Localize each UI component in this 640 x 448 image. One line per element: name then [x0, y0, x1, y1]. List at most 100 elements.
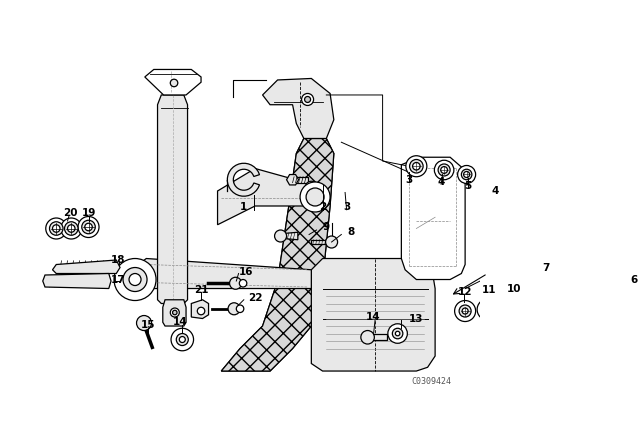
- Text: 20: 20: [63, 208, 78, 219]
- Polygon shape: [227, 164, 259, 196]
- Text: 14: 14: [173, 317, 188, 327]
- Circle shape: [176, 333, 188, 345]
- Circle shape: [435, 160, 454, 180]
- Circle shape: [507, 304, 513, 310]
- Circle shape: [388, 324, 407, 343]
- Circle shape: [123, 267, 147, 292]
- Polygon shape: [157, 95, 188, 304]
- Text: 4: 4: [492, 186, 499, 196]
- Text: 4: 4: [437, 177, 445, 187]
- Circle shape: [61, 218, 82, 239]
- Text: 3: 3: [343, 202, 350, 212]
- Polygon shape: [311, 258, 435, 371]
- Circle shape: [129, 274, 141, 285]
- Text: 21: 21: [194, 285, 208, 295]
- Polygon shape: [218, 168, 323, 225]
- Polygon shape: [370, 334, 387, 340]
- Text: 15: 15: [141, 319, 155, 330]
- Text: 22: 22: [248, 293, 262, 302]
- Circle shape: [463, 172, 470, 177]
- Text: 3: 3: [405, 175, 413, 185]
- Circle shape: [326, 236, 337, 248]
- Circle shape: [438, 164, 450, 176]
- Circle shape: [504, 301, 516, 313]
- Text: 14: 14: [366, 312, 381, 322]
- Polygon shape: [262, 78, 334, 138]
- Circle shape: [179, 336, 186, 343]
- Circle shape: [458, 165, 476, 184]
- Circle shape: [171, 328, 193, 351]
- Text: 2: 2: [319, 202, 326, 212]
- Polygon shape: [221, 138, 334, 371]
- Circle shape: [500, 297, 520, 318]
- Circle shape: [300, 182, 330, 212]
- Circle shape: [275, 230, 287, 242]
- Text: 13: 13: [409, 314, 424, 323]
- Circle shape: [136, 315, 152, 331]
- Circle shape: [236, 305, 244, 313]
- Text: 9: 9: [322, 222, 329, 232]
- Polygon shape: [191, 300, 209, 319]
- Circle shape: [239, 280, 247, 287]
- Circle shape: [462, 308, 468, 314]
- Circle shape: [173, 310, 177, 315]
- Circle shape: [406, 156, 427, 177]
- Circle shape: [78, 216, 99, 237]
- Text: 8: 8: [348, 227, 355, 237]
- Circle shape: [170, 79, 178, 87]
- Circle shape: [305, 96, 310, 103]
- Text: 17: 17: [111, 275, 126, 284]
- Polygon shape: [145, 69, 201, 95]
- Circle shape: [228, 303, 240, 315]
- Polygon shape: [221, 138, 334, 371]
- Text: 19: 19: [81, 208, 96, 219]
- Polygon shape: [116, 258, 311, 289]
- Circle shape: [477, 299, 498, 320]
- Polygon shape: [52, 260, 120, 274]
- Circle shape: [482, 304, 493, 315]
- Polygon shape: [287, 175, 299, 185]
- Polygon shape: [311, 240, 330, 244]
- Circle shape: [230, 277, 241, 289]
- Text: 16: 16: [239, 267, 253, 277]
- Circle shape: [306, 188, 324, 206]
- Circle shape: [461, 169, 472, 180]
- Circle shape: [459, 305, 471, 317]
- Circle shape: [67, 225, 75, 232]
- Text: 5: 5: [465, 181, 472, 191]
- Polygon shape: [280, 232, 298, 240]
- Circle shape: [65, 222, 78, 235]
- Text: 11: 11: [482, 285, 497, 295]
- Polygon shape: [43, 274, 111, 289]
- Text: 18: 18: [111, 255, 126, 265]
- Circle shape: [52, 225, 60, 232]
- Circle shape: [392, 328, 403, 339]
- Circle shape: [484, 171, 501, 187]
- Circle shape: [490, 177, 495, 181]
- Circle shape: [413, 163, 420, 170]
- Text: 12: 12: [458, 287, 472, 297]
- Circle shape: [84, 223, 92, 231]
- Circle shape: [441, 167, 447, 173]
- Text: 7: 7: [543, 263, 550, 272]
- Polygon shape: [163, 300, 186, 326]
- Circle shape: [454, 301, 476, 322]
- Circle shape: [301, 94, 314, 105]
- Circle shape: [308, 184, 314, 190]
- Circle shape: [361, 331, 374, 344]
- Text: C0309424: C0309424: [412, 377, 452, 386]
- Circle shape: [170, 308, 179, 317]
- Circle shape: [49, 222, 63, 235]
- Polygon shape: [401, 157, 465, 280]
- Circle shape: [305, 181, 317, 193]
- Circle shape: [46, 218, 67, 239]
- Circle shape: [197, 307, 205, 315]
- Circle shape: [396, 331, 400, 336]
- Circle shape: [82, 220, 95, 234]
- Circle shape: [410, 159, 423, 173]
- Text: 1: 1: [240, 202, 248, 212]
- Text: 10: 10: [507, 284, 521, 293]
- Circle shape: [114, 258, 156, 301]
- Circle shape: [488, 174, 497, 184]
- Circle shape: [484, 306, 491, 313]
